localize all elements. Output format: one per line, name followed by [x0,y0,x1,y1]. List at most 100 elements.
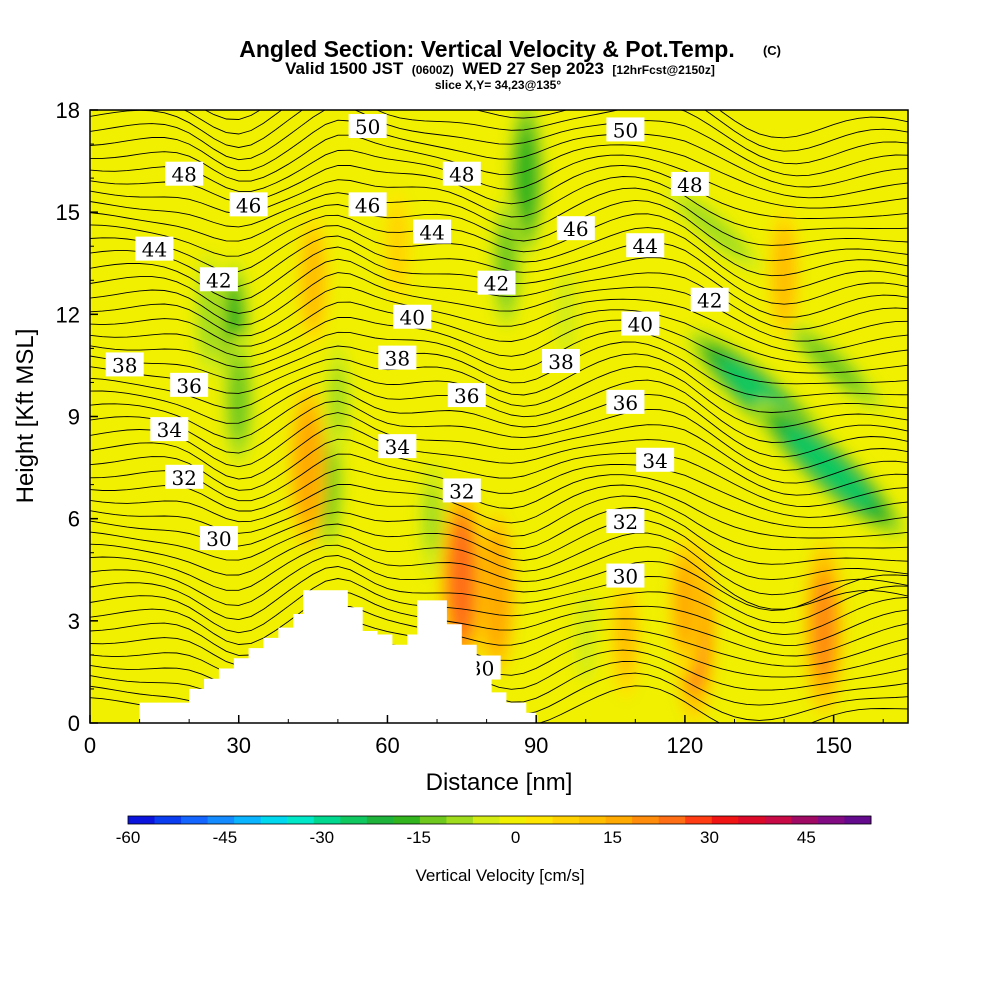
colorbar-swatch [366,816,394,824]
contour-label-box [442,478,481,503]
colorbar-tick-label: 30 [700,828,719,847]
velocity-cell [578,607,594,669]
contour-label-box [393,304,432,329]
theta-contour-line [90,591,908,646]
theta-contour-line [90,578,908,636]
velocity-cell [558,283,574,345]
contour-label-box [413,219,452,244]
contour-label-box [606,509,645,534]
contour-label-box [165,161,204,186]
theta-contour-line [90,605,908,657]
colorbar-label: Vertical Velocity [cm/s] [415,866,584,885]
contour-label-box [348,192,387,217]
contour-label: 34 [385,435,410,459]
theta-contour-line [90,187,908,246]
theta-contour-line [90,176,908,232]
colorbar-swatch [738,816,766,824]
contour-label: 36 [613,391,638,415]
contour-label-box [229,192,268,217]
theta-contour-line [90,213,908,277]
contour-label: 42 [697,289,722,313]
colorbar-swatch [472,816,500,824]
theta-contour-line [90,341,908,398]
theta-contour-line [90,390,908,458]
contour-label: 42 [484,272,509,296]
colorbar-swatch [711,816,739,824]
theta-contour-line [90,199,908,262]
colorbar-swatch [287,816,315,824]
contour-label: 50 [355,115,380,139]
colorbar-tick-label: -30 [310,828,335,847]
terrain [90,590,537,723]
colorbar-swatch [234,816,262,824]
contour-label: 34 [157,418,182,442]
theta-contour-line [90,532,908,596]
contour-label: 30 [613,565,638,589]
theta-contour-line [90,379,908,443]
chart-title-block: Angled Section: Vertical Velocity & Pot.… [239,36,781,92]
theta-contour-line [204,110,908,139]
colorbar-swatch [128,816,156,824]
colorbar-swatch [552,816,580,824]
contour-label-box [690,287,729,312]
contour-label-box [170,372,209,397]
x-tick-label: 60 [375,733,399,758]
contour-label-box [606,389,645,414]
forecast-info: [12hrFcst@2150z] [612,63,714,77]
contour-label-box [636,447,675,472]
x-tick-label: 30 [226,733,250,758]
contour-label-box [105,352,144,377]
colorbar-frame [127,815,872,825]
colorbar-tick-label: -15 [406,828,431,847]
contour-label: 44 [633,234,658,258]
y-tick-label: 18 [56,98,80,123]
contour-label: 48 [449,163,474,187]
contour-label: 42 [206,268,231,292]
theta-contour-line [90,424,908,496]
contour-label: 32 [171,466,196,490]
x-tick-label: 90 [524,733,548,758]
velocity-cell [329,366,346,433]
colorbar-swatch [658,816,686,824]
contour-label: 46 [355,193,380,217]
contour-label-box [606,117,645,142]
contour-label-box [348,114,387,139]
y-tick-label: 15 [56,200,80,225]
theta-contour-line [90,316,908,374]
contour-label-box [378,345,417,370]
colorbar-swatch [419,816,447,824]
contour-label-box [442,161,481,186]
y-tick-label: 9 [68,405,80,430]
theta-contour-line [90,149,908,209]
theta-contour-line [90,453,908,518]
y-tick-label: 0 [68,711,80,736]
contour-label: 44 [419,221,444,245]
y-tick-label: 6 [68,507,80,532]
colorbar-swatch [313,816,341,824]
colorbar-swatch [764,816,792,824]
plot-area: 50 50 48 48 48 46 46 46 44 44 44 42 42 42 40 40 38 38 38 36… [90,110,908,723]
theta-contour-line [90,519,908,581]
theta-contour-line [90,110,908,177]
theta-contour-line [90,330,908,385]
contour-label-box [556,216,595,241]
velocity-cell [515,130,538,226]
velocity-cell [485,545,508,642]
colorbar-swatch [791,816,819,824]
contour-label: 46 [563,217,588,241]
contour-label: 32 [449,479,474,503]
contour-label: 38 [548,350,573,374]
velocity-cell [424,485,440,553]
x-axis: 0 30 60 90 120 150 [84,715,884,758]
theta-contour-line [90,134,908,199]
colorbar-tick-label: 0 [511,828,520,847]
contour-label-box [606,563,645,588]
contour-label-box [626,233,665,258]
contour-label-box [378,434,417,459]
theta-contour-line [183,110,908,152]
contour-label: 32 [613,510,638,534]
colorbar-swatch [579,816,607,824]
contour-label: 46 [236,193,261,217]
contour-label: 40 [400,306,425,330]
x-tick-label: 0 [84,733,96,758]
